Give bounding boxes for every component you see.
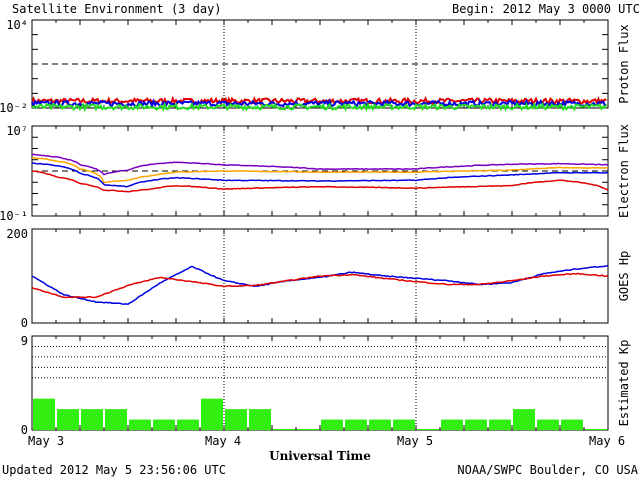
estimated-kp-ytick-label-top: 9 [21, 334, 28, 348]
goes-hp-series-blue [31, 264, 609, 305]
x-tick-may6: May 6 [589, 434, 625, 448]
x-tick-may4: May 4 [205, 434, 241, 448]
kp-bar [513, 409, 535, 430]
chart-panels: 10⁴ 10⁻² Proton Flux 10⁷ 10⁻¹ Electron Flux 20… [0, 18, 631, 437]
proton-flux-frame [31, 19, 609, 109]
estimated-kp-axis-label: Estimated Kp [617, 340, 631, 427]
plot-title: Satellite Environment (3 day) [12, 2, 222, 16]
kp-bar [105, 409, 127, 430]
kp-bar [369, 419, 391, 430]
kp-bar [585, 428, 607, 430]
source-credit: NOAA/SWPC Boulder, CO USA [457, 463, 638, 477]
electron-flux-ytick-label-top: 10⁷ [6, 124, 28, 138]
kp-bar [153, 419, 175, 430]
kp-bar [57, 409, 79, 430]
electron-flux-series-orange [31, 156, 609, 184]
x-tick-may5: May 5 [397, 434, 433, 448]
proton-flux-ytick-label-top: 10⁴ [6, 18, 28, 32]
kp-bar [417, 428, 439, 430]
goes-hp-ytick-label-bottom: 0 [21, 316, 28, 330]
proton-flux-ytick-label-bottom: 10⁻² [0, 101, 28, 115]
estimated-kp-frame [31, 335, 609, 431]
electron-flux-series-red [31, 170, 609, 193]
kp-bar [393, 419, 415, 430]
estimated-kp-ytick-label-bottom: 0 [21, 423, 28, 437]
proton-flux-series-green [31, 101, 608, 113]
electron-flux-ytick-label-bottom: 10⁻¹ [0, 209, 28, 223]
electron-flux-series-purple [31, 153, 609, 176]
x-axis-label: Universal Time [269, 449, 371, 463]
goes-hp-ytick-label-top: 200 [6, 227, 28, 241]
kp-bar [33, 398, 55, 430]
kp-bar [225, 409, 247, 430]
kp-bar [489, 419, 511, 430]
updated-time: Updated 2012 May 5 23:56:06 UTC [2, 463, 226, 477]
proton-flux-series-blue [31, 98, 607, 110]
kp-bar [345, 419, 367, 430]
electron-flux-axis-label: Electron Flux [617, 124, 631, 218]
begin-time: Begin: 2012 May 3 0000 UTC [452, 2, 640, 16]
kp-bar [249, 409, 271, 430]
goes-hp-axis-label: GOES Hp [617, 251, 631, 302]
x-tick-may3: May 3 [28, 434, 64, 448]
electron-flux-series-blue [31, 162, 609, 188]
kp-bar [441, 419, 463, 430]
kp-bar [81, 409, 103, 430]
kp-bar [465, 419, 487, 430]
proton-flux-axis-label: Proton Flux [617, 24, 631, 103]
kp-bar [561, 419, 583, 430]
kp-bar [177, 419, 199, 430]
kp-bar [537, 419, 559, 430]
kp-bar [129, 419, 151, 430]
goes-hp-series-red [31, 272, 609, 299]
kp-bar [201, 398, 223, 430]
kp-bar [297, 428, 319, 430]
kp-bar [321, 419, 343, 430]
kp-bar [273, 428, 295, 430]
